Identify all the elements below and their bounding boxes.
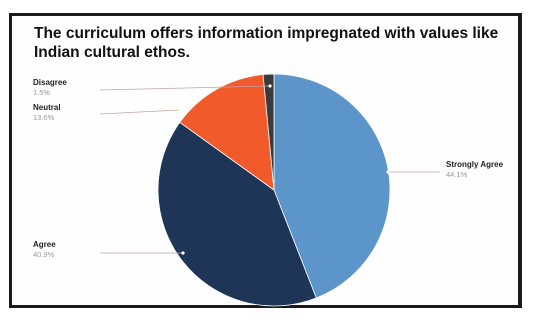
leader-dot-disagree [268,84,272,88]
pie-slice-strongly-agree [273,73,391,299]
slice-value-strongly-agree: 44.1% [446,170,468,179]
pie-slice-disagree [262,73,275,191]
pie-slice-agree [157,121,317,307]
pie-slice-neutral [179,74,275,191]
slice-label-strongly-agree: Strongly Agree [446,160,504,169]
leader-line-disagree [99,85,271,91]
slice-label-disagree: Disagree [33,78,67,87]
leader-dot-agree [181,251,185,255]
slice-label-neutral: Neutral [33,103,61,112]
leader-line-neutral [99,109,181,115]
slice-label-agree: Agree [33,240,56,249]
slice-value-neutral: 13.6% [33,113,55,122]
slice-value-disagree: 1.5% [33,88,50,97]
slice-value-agree: 40.9% [33,250,55,259]
leader-dot-strongly-agree [386,170,390,174]
leader-dot-neutral [178,108,182,112]
chart-title: The curriculum offers information impreg… [34,25,499,61]
